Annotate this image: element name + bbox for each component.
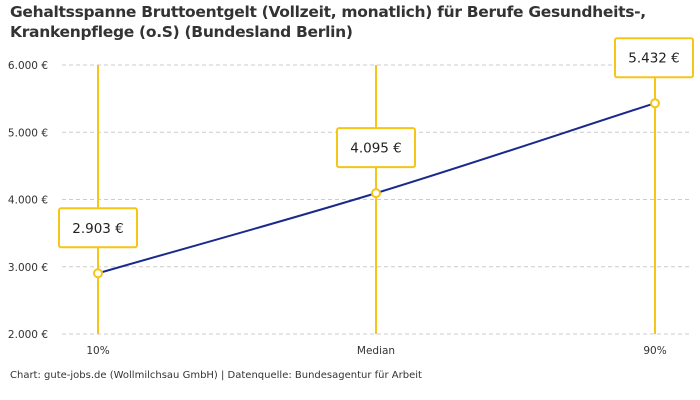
data-point bbox=[371, 188, 381, 199]
x-tick-label: 10% bbox=[86, 345, 109, 357]
y-tick-label: 5.000 € bbox=[8, 127, 48, 139]
x-tick-label: 90% bbox=[643, 345, 666, 357]
chart-title: Gehaltsspanne Bruttoentgelt (Vollzeit, m… bbox=[10, 3, 646, 41]
x-tick-label: Median bbox=[357, 345, 395, 357]
y-tick-label: 4.000 € bbox=[8, 195, 48, 207]
data-label-box bbox=[58, 207, 138, 249]
data-label-box bbox=[336, 127, 416, 169]
data-point bbox=[650, 98, 660, 109]
y-tick-label: 2.000 € bbox=[8, 329, 48, 341]
y-tick-label: 3.000 € bbox=[8, 262, 48, 274]
chart-source: Chart: gute-jobs.de (Wollmilchsau GmbH) … bbox=[10, 370, 422, 381]
y-tick-label: 6.000 € bbox=[8, 60, 48, 72]
data-label: 4.095 € bbox=[350, 141, 402, 157]
data-label: 5.432 € bbox=[628, 51, 680, 67]
data-point bbox=[93, 268, 103, 279]
data-label-box bbox=[614, 37, 694, 79]
data-label: 2.903 € bbox=[72, 221, 124, 237]
